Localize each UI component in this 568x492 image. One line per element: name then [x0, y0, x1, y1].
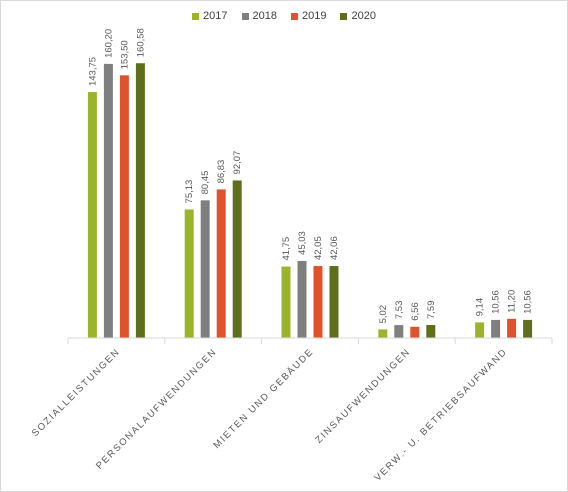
data-label: 11,20 — [507, 290, 518, 313]
data-label: 75,13 — [184, 180, 195, 204]
bar-2018-2 — [297, 260, 307, 338]
bar-2018-1 — [200, 200, 210, 338]
legend-label: 2019 — [302, 10, 327, 22]
bar-2018-4 — [491, 319, 501, 338]
x-tick-label: MIETEN UND GEBÄUDE — [211, 346, 316, 451]
data-label: 160,58 — [135, 28, 146, 57]
legend-label: 2018 — [252, 10, 277, 22]
data-label: 9,14 — [475, 298, 486, 317]
data-label: 80,45 — [200, 171, 211, 195]
legend-label: 2020 — [351, 10, 376, 22]
x-tick-label: ZINSAUFWENDUNGEN — [314, 346, 413, 445]
data-label: 7,59 — [426, 301, 437, 320]
data-label: 6,56 — [410, 302, 421, 321]
bar-2017-1 — [184, 209, 194, 338]
data-label: 41,75 — [281, 237, 292, 261]
data-label: 5,02 — [378, 305, 389, 324]
data-label: 143,75 — [87, 57, 98, 86]
x-tick-label: PERSONALAUFWENDUNGEN — [94, 346, 219, 471]
bar-2019-1 — [216, 189, 226, 338]
bar-2020-3 — [426, 325, 436, 338]
legend-item-2020: 2020 — [340, 10, 376, 22]
bar-2020-0 — [135, 63, 145, 339]
legend-item-2017: 2017 — [192, 10, 228, 22]
bar-2017-0 — [87, 92, 97, 339]
bar-2019-3 — [410, 326, 420, 338]
bar-2020-2 — [329, 266, 339, 338]
bar-2017-4 — [475, 322, 485, 338]
bar-2018-3 — [394, 325, 404, 338]
data-label: 10,56 — [523, 290, 534, 314]
x-tick-label: SOZIALLEISTUNGEN — [30, 346, 123, 439]
data-label: 92,07 — [232, 151, 243, 175]
bar-2020-4 — [523, 319, 533, 338]
data-label: 7,53 — [394, 301, 405, 320]
legend: 2017 2018 2019 2020 — [0, 10, 568, 22]
data-label: 153,50 — [119, 40, 130, 69]
legend-swatch — [340, 12, 348, 20]
data-label: 10,56 — [491, 290, 502, 314]
bar-2019-2 — [313, 266, 323, 338]
data-label: 160,20 — [103, 29, 114, 58]
bar-2020-1 — [232, 180, 242, 338]
data-label: 42,05 — [313, 236, 324, 260]
legend-swatch — [192, 12, 200, 20]
bar-2018-0 — [103, 63, 113, 338]
data-label: 86,83 — [216, 160, 227, 184]
bar-2019-0 — [119, 75, 129, 338]
bar-2017-3 — [378, 329, 388, 338]
legend-swatch — [291, 12, 298, 20]
bar-2017-2 — [281, 266, 291, 338]
legend-item-2018: 2018 — [241, 10, 277, 22]
legend-item-2019: 2019 — [291, 10, 326, 22]
data-label: 45,03 — [297, 231, 308, 255]
legend-label: 2017 — [203, 10, 228, 22]
data-label: 42,06 — [329, 236, 340, 260]
legend-swatch — [241, 12, 249, 20]
bar-2019-4 — [507, 318, 517, 338]
